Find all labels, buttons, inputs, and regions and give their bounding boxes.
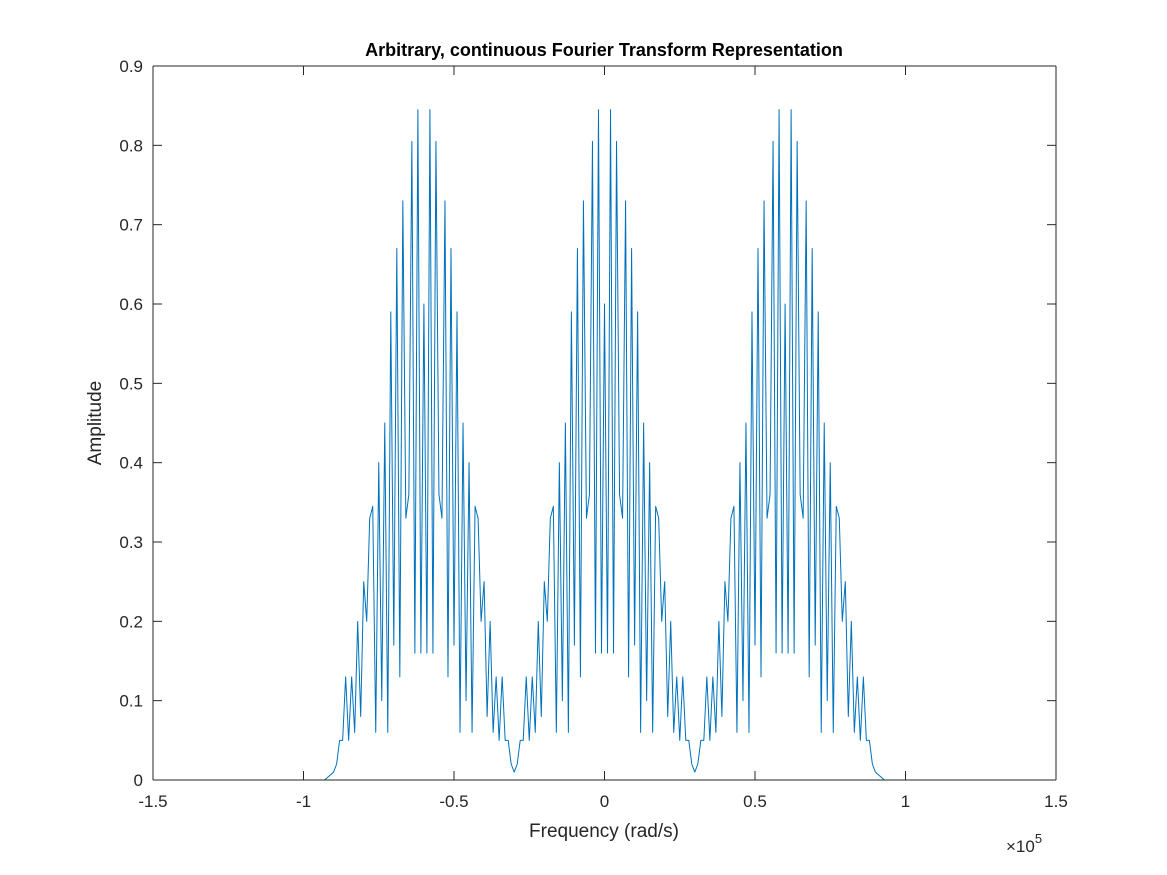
x-tick-label: -1 <box>296 792 311 811</box>
x-tick-label: -1.5 <box>138 792 167 811</box>
y-tick-label: 0.1 <box>119 692 143 711</box>
chart-title: Arbitrary, continuous Fourier Transform … <box>365 40 843 60</box>
y-tick-label: 0.7 <box>119 216 143 235</box>
y-tick-label: 0.9 <box>119 57 143 76</box>
x-multiplier: ×105 <box>1006 831 1042 856</box>
x-tick-label: -0.5 <box>439 792 468 811</box>
axes: 0 0.1 0.2 0.3 0.4 0.5 0.6 0.7 0.8 0.9 -1.5 -1 -0.5 0 0… <box>119 57 1067 811</box>
x-tick-label: 1 <box>901 792 910 811</box>
y-tick-label: 0.4 <box>119 454 143 473</box>
y-tick-label: 0 <box>134 771 143 790</box>
plot-area <box>153 66 1056 780</box>
y-tick-label: 0.2 <box>119 612 143 631</box>
y-tick-label: 0.3 <box>119 533 143 552</box>
y-axis-label: Amplitude <box>85 381 106 466</box>
data-line <box>273 109 936 781</box>
x-tick-label: 0.5 <box>743 792 767 811</box>
x-multiplier-exponent: 5 <box>1035 831 1042 846</box>
y-tick-label: 0.8 <box>119 136 143 155</box>
x-tick-label: 1.5 <box>1044 792 1068 811</box>
y-tick-label: 0.6 <box>119 295 143 314</box>
x-tick-label: 0 <box>600 792 609 811</box>
x-multiplier-base: ×10 <box>1006 837 1035 856</box>
y-tick-label: 0.5 <box>119 374 143 393</box>
x-axis-label: Frequency (rad/s) <box>529 821 679 842</box>
